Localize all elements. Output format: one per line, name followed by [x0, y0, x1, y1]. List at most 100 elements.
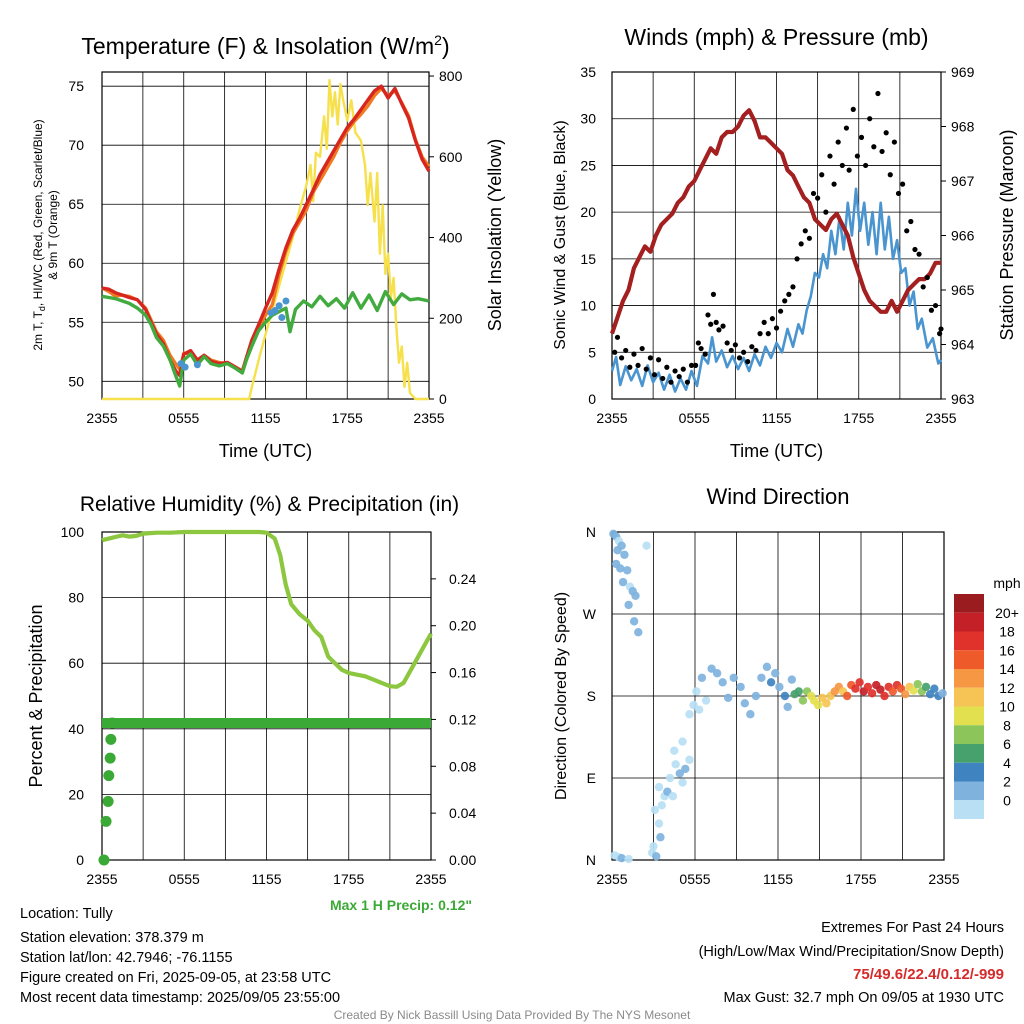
x-tick-label: 2355	[413, 410, 444, 426]
gust-point	[810, 190, 817, 197]
direction-point	[631, 591, 640, 600]
title-main: Temperature (F) & Insolation (W/m	[81, 33, 434, 59]
gust-point	[720, 323, 726, 329]
gust-point	[688, 362, 695, 368]
precip-marker	[106, 717, 118, 729]
gust-point	[676, 373, 682, 380]
direction-point	[930, 684, 939, 693]
x-axis-label: Time (UTC)	[730, 441, 823, 461]
x-tick-label: 2355	[86, 871, 117, 887]
heat-index-marker	[278, 314, 286, 322]
y-right-tick-label: 0.20	[449, 618, 476, 634]
y-tick-label: N	[586, 524, 596, 540]
footer-recent: Most recent data timestamp: 2025/09/05 2…	[20, 990, 341, 1006]
gust-point	[891, 139, 897, 145]
y-right-tick-label: 400	[439, 230, 463, 246]
direction-point	[766, 678, 776, 687]
direction-point	[842, 691, 852, 701]
direction-point	[692, 687, 701, 696]
gust-point	[693, 362, 699, 368]
x-tick-label: 0555	[679, 410, 710, 426]
gust-point	[732, 342, 738, 348]
x-tick-label: 2355	[596, 410, 627, 426]
gust-point	[904, 228, 910, 234]
colorbar-label: 6	[1003, 736, 1011, 752]
direction-point	[634, 628, 643, 637]
y-tick-label: 20	[68, 786, 84, 802]
x-tick-label: 0555	[679, 871, 710, 887]
gust-point	[802, 228, 808, 234]
direction-point	[675, 769, 684, 778]
max-gust: Max Gust: 32.7 mph On 09/05 at 1930 UTC	[723, 990, 1004, 1006]
direction-point	[668, 792, 678, 801]
precip-marker	[105, 733, 117, 745]
y-tick-label: 65	[68, 196, 84, 212]
y-tick-label: 20	[580, 204, 596, 220]
colorbar-label: 0	[1003, 792, 1011, 808]
gust-point	[798, 241, 804, 247]
x-tick-label: 2355	[596, 871, 627, 887]
direction-point	[888, 687, 898, 696]
gust-point	[782, 298, 788, 304]
direction-point	[663, 787, 672, 796]
heat-index-marker	[275, 302, 283, 310]
colorbar-label: 8	[1003, 717, 1011, 733]
colorbar-unit: mph	[993, 575, 1020, 591]
series-line-insolation	[102, 78, 429, 401]
gust-point	[835, 139, 841, 145]
x-axis-label: Time (UTC)	[219, 441, 312, 461]
direction-point	[650, 805, 660, 815]
direction-point	[740, 699, 749, 708]
gust-point	[863, 162, 869, 169]
direction-point	[798, 696, 808, 705]
y-label-part: , HI/WC (Red, Green, Scarlet/Blue)	[31, 119, 45, 306]
credit-line: Created By Nick Bassill Using Data Provi…	[333, 1008, 691, 1022]
gust-point	[819, 172, 825, 178]
y-right-tick-label: 0.12	[449, 711, 476, 727]
direction-point	[921, 682, 931, 692]
gust-point	[937, 331, 943, 337]
y-right-axis-label: Solar Insolation (Yellow)	[485, 139, 505, 331]
gust-point	[680, 366, 686, 372]
gust-point	[749, 344, 755, 350]
title-tail: )	[442, 33, 450, 59]
y-right-tick-label: 966	[951, 228, 975, 244]
direction-point	[652, 852, 661, 861]
colorbar-swatch	[954, 800, 984, 819]
humidity-panel: 2355 0555 1155 1755 23550204060801000.000.04…	[26, 493, 476, 913]
direction-point	[681, 764, 690, 774]
y-right-tick-label: 200	[439, 310, 463, 326]
y-right-tick-label: 969	[951, 64, 975, 80]
direction-point	[724, 693, 733, 703]
direction-point	[712, 669, 722, 678]
heat-index-marker	[181, 363, 189, 371]
y-right-tick-label: 0.04	[449, 805, 476, 821]
gust-point	[710, 291, 717, 297]
direction-point	[689, 700, 698, 710]
series-line-pressure	[610, 108, 941, 335]
direction-point	[618, 577, 628, 587]
direction-point	[876, 685, 885, 694]
y-tick-label: 0	[76, 852, 84, 868]
gust-point	[912, 246, 918, 253]
direction-point	[654, 819, 664, 828]
footer-location: Location: Tully	[20, 906, 113, 922]
gust-point	[773, 325, 780, 331]
y-right-axis-label: Station Pressure (Maroon)	[997, 129, 1017, 340]
x-tick-label: 1755	[845, 871, 876, 887]
direction-point	[685, 710, 694, 719]
y-right-tick-label: 800	[439, 68, 463, 84]
y-axis-label-line2: & 9m T (Orange)	[46, 190, 60, 280]
direction-point	[694, 705, 704, 714]
gust-point	[854, 153, 860, 159]
gust-point	[753, 347, 759, 354]
direction-point	[670, 746, 679, 755]
colorbar-label: 12	[999, 680, 1015, 696]
gust-point	[736, 355, 743, 361]
chart-title: Winds (mph) & Pressure (mb)	[624, 24, 928, 50]
colorbar-swatch	[954, 650, 984, 669]
y-right-tick-label: 0	[439, 391, 447, 407]
direction-point	[654, 782, 664, 792]
gust-point	[705, 312, 711, 318]
